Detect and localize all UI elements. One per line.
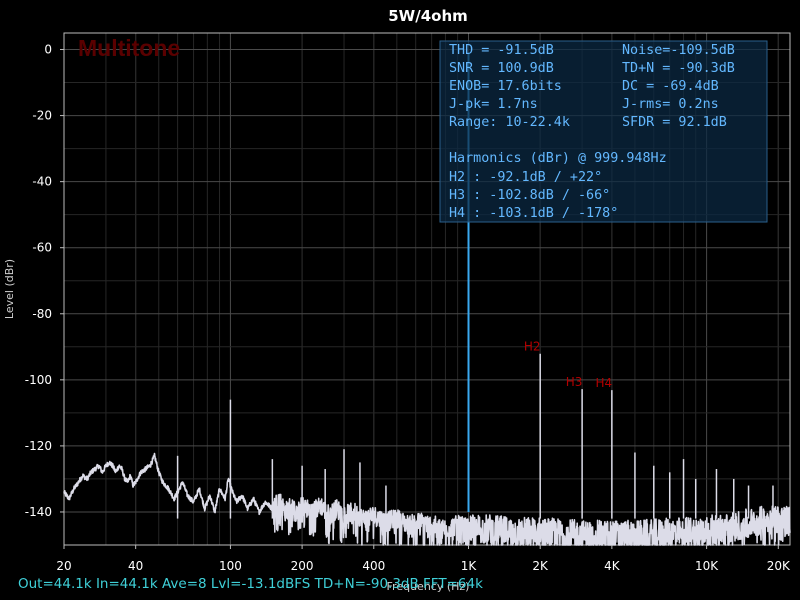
harmonic-row: H2 : -92.1dB / +22° <box>449 170 602 185</box>
measurement-left: THD = -91.5dB <box>449 43 554 58</box>
y-tick-label: -20 <box>32 109 52 123</box>
y-axis-ticks: 0 -20 -40 -60 -80 -100 -120 -140 <box>25 43 64 519</box>
y-tick-label: -40 <box>32 175 52 189</box>
watermark-logo: Multitone <box>78 35 180 61</box>
y-tick-label: -120 <box>25 439 52 453</box>
measurement-right: SFDR = 92.1dB <box>622 115 727 130</box>
measurement-rows: THD = -91.5dB Noise=-109.5dB SNR = 100.9dB… <box>449 43 735 130</box>
harmonic-label: H2 <box>524 340 541 354</box>
measurement-left: J-pk= 1.7ns <box>449 97 538 112</box>
harmonic-label: H3 <box>566 375 583 389</box>
x-tick-label: 1K <box>461 559 478 573</box>
harmonic-labels: H2 H3 H4 <box>524 340 612 390</box>
measurement-right: DC = -69.4dB <box>622 79 719 94</box>
x-tick-label: 200 <box>291 559 314 573</box>
x-tick-label: 20K <box>767 559 791 573</box>
y-axis-label: Level (dBr) <box>3 259 16 319</box>
measurement-left: ENOB= 17.6bits <box>449 79 562 94</box>
y-tick-label: -100 <box>25 373 52 387</box>
measurement-right: TD+N = -90.3dB <box>622 61 735 76</box>
x-tick-label: 10K <box>695 559 719 573</box>
harmonic-row: H3 : -102.8dB / -66° <box>449 188 610 203</box>
harmonics-title: Harmonics (dBr) @ 999.948Hz <box>449 151 667 166</box>
x-tick-label: 400 <box>362 559 385 573</box>
measurement-right: Noise=-109.5dB <box>622 43 735 58</box>
y-tick-label: -60 <box>32 241 52 255</box>
measurement-panel: THD = -91.5dB Noise=-109.5dB SNR = 100.9dB… <box>439 40 768 223</box>
y-tick-label: -140 <box>25 505 52 519</box>
x-tick-label: 4K <box>604 559 621 573</box>
x-axis-ticks: 20 40 100 200 400 1K 2K 4K 10K 20K <box>56 545 791 573</box>
x-tick-label: 20 <box>56 559 71 573</box>
x-tick-label: 2K <box>532 559 549 573</box>
harmonic-row: H4 : -103.1dB / -178° <box>449 206 618 221</box>
noise-floor-trace <box>63 452 791 546</box>
measurement-box <box>439 40 768 223</box>
chart-title: 5W/4ohm <box>388 7 468 25</box>
harmonics-rows: H2 : -92.1dB / +22° H3 : -102.8dB / -66° H… <box>449 170 618 221</box>
plot-frame <box>63 32 791 546</box>
y-tick-label: 0 <box>44 43 52 57</box>
x-tick-label: 100 <box>219 559 242 573</box>
measurement-left: Range: 10-22.4k <box>449 115 570 130</box>
x-tick-label: 40 <box>128 559 143 573</box>
harmonic-label: H4 <box>596 376 613 390</box>
status-footer: Out=44.1k In=44.1k Ave=8 Lvl=-13.1dBFS T… <box>18 576 483 592</box>
measurement-left: SNR = 100.9dB <box>449 61 554 76</box>
measurement-right: J-rms= 0.2ns <box>622 97 719 112</box>
x-axis-label: Frequency (Hz) <box>387 580 470 593</box>
y-tick-label: -80 <box>32 307 52 321</box>
